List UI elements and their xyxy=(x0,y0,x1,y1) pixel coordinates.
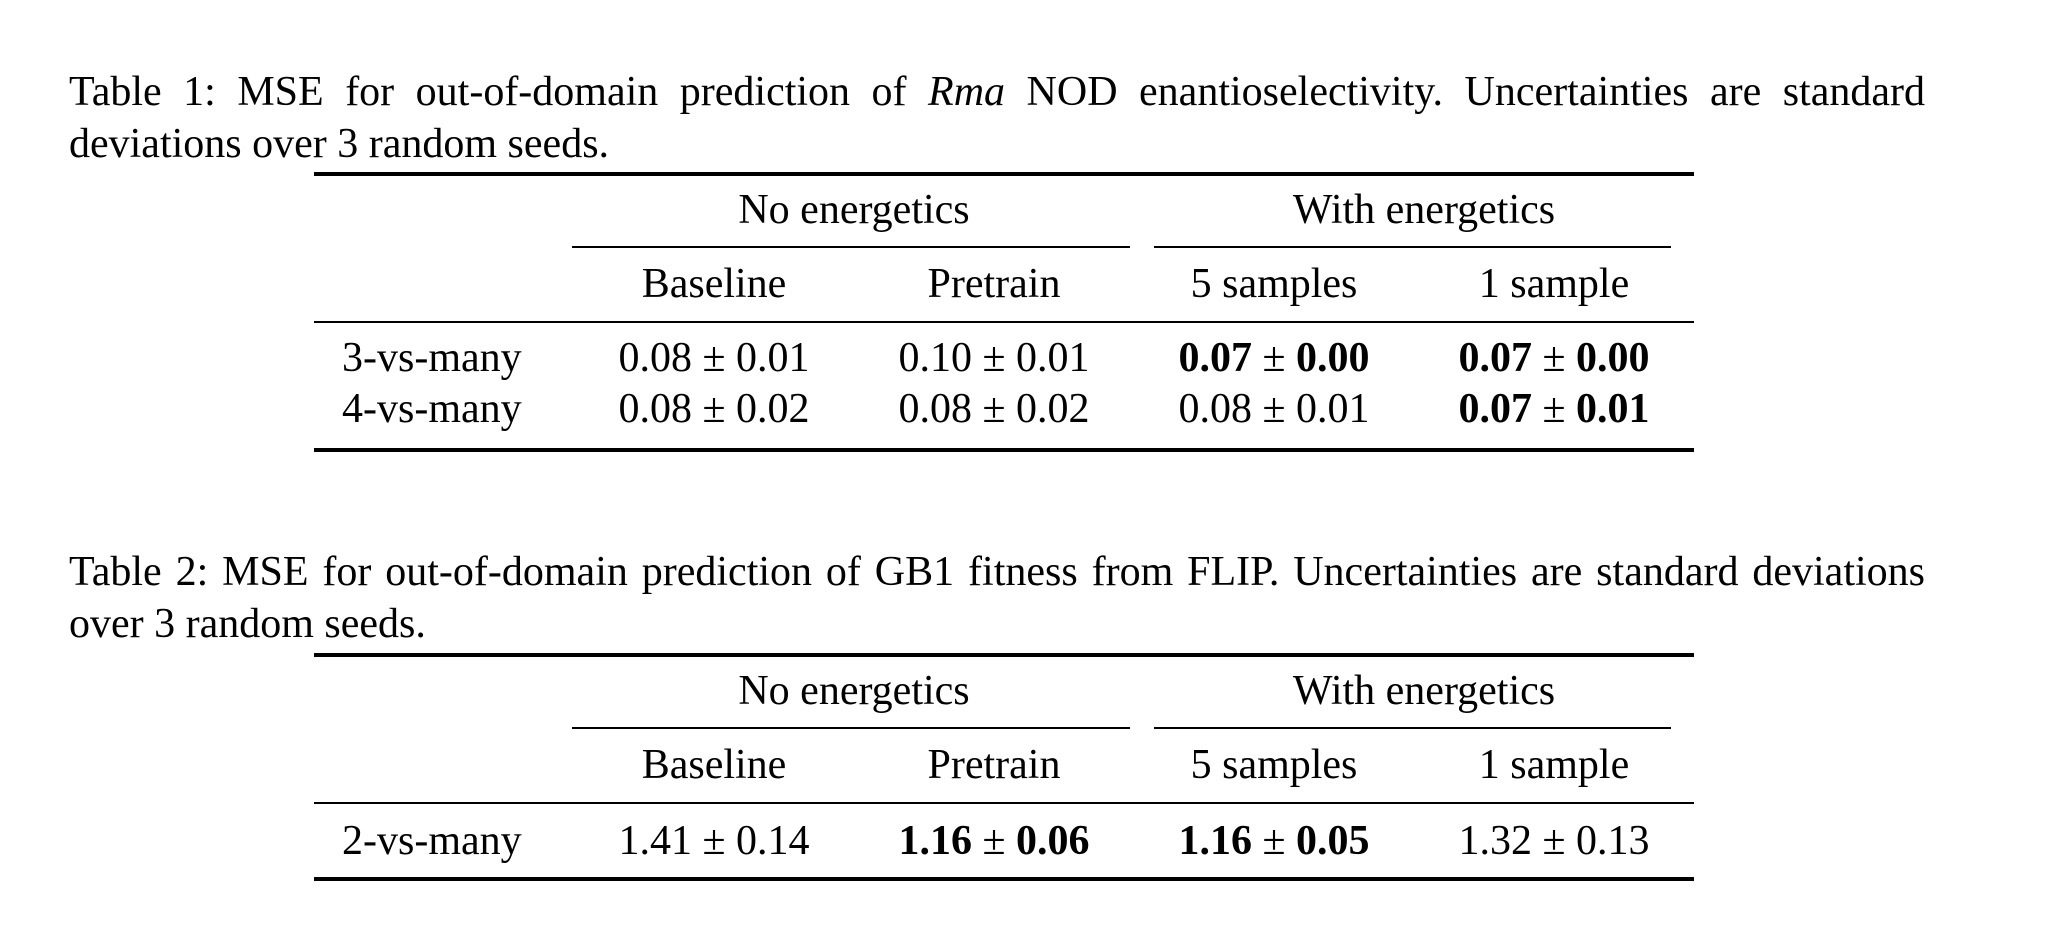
table-cell-best: 1.16 ± 0.06 xyxy=(898,818,1090,864)
mid-rule xyxy=(314,802,1694,804)
table-2-caption: Table 2: MSE for out-of-domain predictio… xyxy=(69,546,1925,650)
table-cell: 0.10 ± 0.01 xyxy=(898,335,1090,381)
group-header-with-energetics: With energetics xyxy=(1292,187,1556,233)
table-cell-best: 0.07 ± 0.01 xyxy=(1458,386,1650,432)
cmidrule-no-energetics xyxy=(572,246,1130,248)
row-label: 2-vs-many xyxy=(342,818,522,864)
table-cell-best: 0.07 ± 0.00 xyxy=(1458,335,1650,381)
table-cell: 0.08 ± 0.02 xyxy=(898,386,1090,432)
column-header-1-sample: 1 sample xyxy=(1478,261,1630,307)
group-header-no-energetics: No energetics xyxy=(738,668,970,714)
top-rule xyxy=(314,653,1694,657)
group-header-no-energetics: No energetics xyxy=(738,187,970,233)
table-cell: 0.08 ± 0.02 xyxy=(618,386,810,432)
cmidrule-no-energetics xyxy=(572,727,1130,729)
column-header-baseline: Baseline xyxy=(641,261,787,307)
table-1-caption-text-rest: NOD enantioselectivity. Uncertainties ar… xyxy=(69,69,1925,167)
table-1-caption-text: Table 1: MSE for out-of-domain predictio… xyxy=(69,69,907,115)
bottom-rule xyxy=(314,877,1694,881)
table-cell: 0.08 ± 0.01 xyxy=(618,335,810,381)
column-header-baseline: Baseline xyxy=(641,742,787,788)
column-header-5-samples: 5 samples xyxy=(1190,261,1358,307)
group-header-with-energetics: With energetics xyxy=(1292,668,1556,714)
top-rule xyxy=(314,172,1694,176)
table-cell-best: 1.16 ± 0.05 xyxy=(1178,818,1370,864)
column-header-1-sample: 1 sample xyxy=(1478,742,1630,788)
cmidrule-with-energetics xyxy=(1154,727,1671,729)
column-header-pretrain: Pretrain xyxy=(927,742,1061,788)
cmidrule-with-energetics xyxy=(1154,246,1671,248)
mid-rule xyxy=(314,321,1694,323)
row-label: 3-vs-many xyxy=(342,335,522,381)
bottom-rule xyxy=(314,448,1694,452)
table-2-caption-text: Table 2: MSE for out-of-domain predictio… xyxy=(69,549,1925,647)
table-1-caption-italic: Rma xyxy=(928,69,1006,115)
row-label: 4-vs-many xyxy=(342,386,522,432)
table-cell: 1.41 ± 0.14 xyxy=(618,818,810,864)
table-cell: 0.08 ± 0.01 xyxy=(1178,386,1370,432)
table-1-caption: Table 1: MSE for out-of-domain predictio… xyxy=(69,66,1925,170)
column-header-5-samples: 5 samples xyxy=(1190,742,1358,788)
column-header-pretrain: Pretrain xyxy=(927,261,1061,307)
table-cell: 1.32 ± 0.13 xyxy=(1458,818,1650,864)
table-cell-best: 0.07 ± 0.00 xyxy=(1178,335,1370,381)
